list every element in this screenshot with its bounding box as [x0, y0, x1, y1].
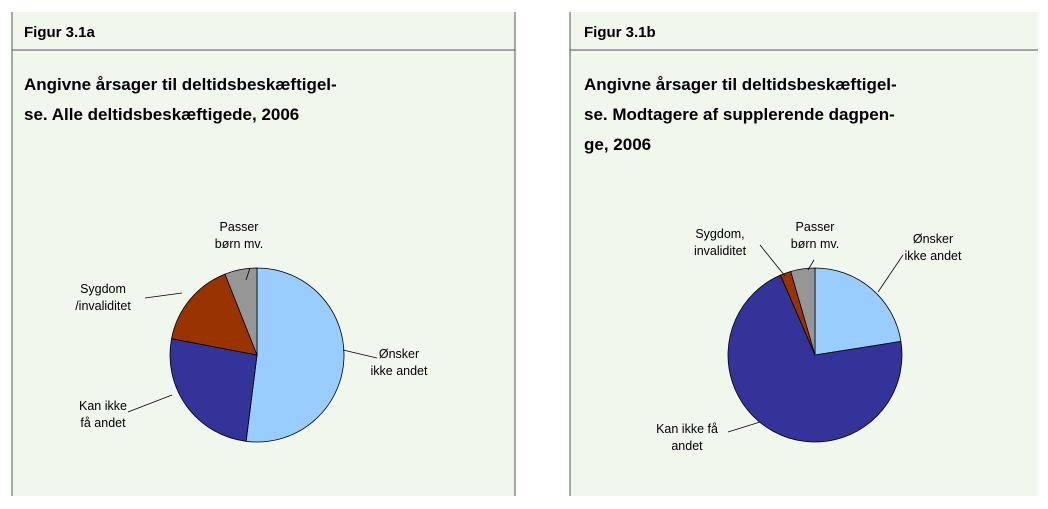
slice-label: Kan ikke få andet: [656, 422, 718, 453]
figure-header: Figur 3.1b: [584, 24, 656, 41]
pie-slice: [224, 267, 258, 356]
slice-label: Ønsker ikke andet: [905, 232, 963, 263]
pie-slice: [727, 274, 903, 443]
slice-label: Sygdom, invaliditet: [694, 227, 747, 258]
chart-title: Angivne årsager til deltidsbeskæftigel-s…: [24, 75, 337, 124]
pie-slice: [245, 267, 345, 443]
slice-label: Kan ikke få andet: [79, 399, 127, 430]
leader-line: [245, 267, 251, 281]
leader-line: [759, 244, 786, 277]
slice-label: Passer børn mv.: [791, 220, 839, 251]
slice-label: Ønsker ikke andet: [371, 347, 429, 378]
leader-line: [144, 292, 183, 299]
chart-title: Angivne årsager til deltidsbeskæftigel-s…: [584, 75, 897, 154]
pie-slice: [169, 338, 258, 442]
slice-label: Passer børn mv.: [215, 220, 263, 251]
leader-line: [127, 394, 173, 413]
pie-slice: [171, 273, 258, 356]
slice-label: Sygdom/invaliditet: [75, 282, 131, 313]
figure-header: Figur 3.1a: [24, 24, 96, 41]
leader-line: [877, 254, 904, 293]
pie-slice: [814, 267, 902, 356]
leader-line: [342, 349, 378, 359]
pie-slice: [790, 267, 816, 356]
leader-line: [727, 421, 761, 433]
leader-line: [807, 259, 815, 271]
